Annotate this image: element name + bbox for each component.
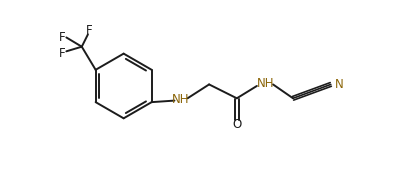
Text: F: F [86, 24, 92, 37]
Text: NH: NH [172, 93, 189, 106]
Text: F: F [59, 47, 66, 60]
Text: O: O [232, 118, 242, 131]
Text: F: F [59, 31, 66, 44]
Text: NH: NH [257, 77, 274, 90]
Text: N: N [335, 78, 344, 91]
